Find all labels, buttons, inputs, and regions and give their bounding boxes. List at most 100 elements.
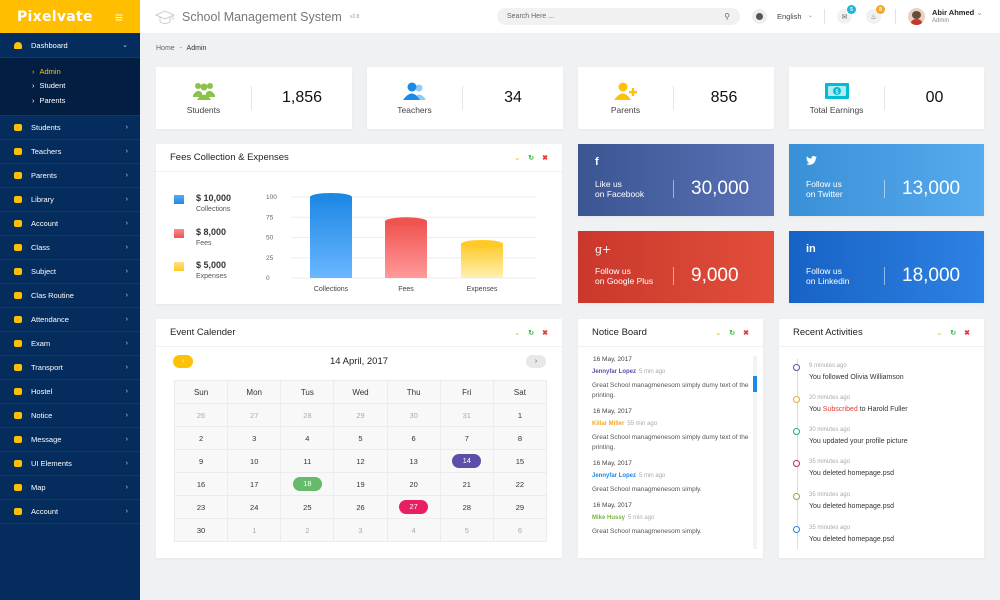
refresh-icon[interactable]: ↻ bbox=[950, 329, 957, 337]
calendar-day[interactable]: 25 bbox=[280, 495, 335, 519]
close-icon[interactable]: ✖ bbox=[964, 329, 970, 337]
calendar-day[interactable]: 3 bbox=[333, 518, 388, 542]
calendar-day[interactable]: 27 bbox=[227, 403, 282, 427]
sidebar-item-hostel[interactable]: Hostel › bbox=[0, 380, 140, 404]
calendar-day[interactable]: 16 bbox=[173, 472, 229, 496]
calendar-day[interactable]: 30 bbox=[386, 403, 441, 427]
calendar-day[interactable]: 31 bbox=[439, 403, 494, 427]
calendar-day[interactable]: 15 bbox=[492, 449, 548, 473]
notice-author[interactable]: Jennyfar Lopez bbox=[592, 473, 637, 479]
calendar-day[interactable]: 28 bbox=[439, 495, 494, 519]
calendar-day[interactable]: 13 bbox=[386, 449, 441, 473]
notice-author[interactable]: Killar Miller bbox=[592, 421, 625, 427]
user-menu[interactable]: Abir Ahmed ⌄ bbox=[932, 8, 983, 17]
sidebar-item-teachers[interactable]: Teachers › bbox=[0, 140, 140, 164]
minimize-icon[interactable]: ⌄ bbox=[715, 329, 722, 337]
hamburger-icon[interactable]: ≡ bbox=[114, 8, 124, 25]
refresh-icon[interactable]: ↻ bbox=[528, 329, 535, 337]
calendar-day[interactable]: 2 bbox=[173, 426, 229, 450]
sidebar-item-transport[interactable]: Transport › bbox=[0, 356, 140, 380]
language-select[interactable]: English bbox=[777, 12, 802, 21]
sidebar-item-account[interactable]: Account › bbox=[0, 212, 140, 236]
calendar-day[interactable]: 4 bbox=[386, 518, 441, 542]
chevron-down-icon[interactable]: ⌄ bbox=[808, 13, 814, 19]
calendar-day[interactable]: 23 bbox=[173, 495, 229, 519]
calendar-day[interactable]: 26 bbox=[173, 403, 229, 427]
calendar-day[interactable]: 20 bbox=[386, 472, 441, 496]
submenu-item-student[interactable]: › Student bbox=[32, 79, 140, 94]
minimize-icon[interactable]: ⌄ bbox=[514, 154, 521, 162]
calendar-day[interactable]: 21 bbox=[439, 472, 494, 496]
calendar-day[interactable]: 11 bbox=[280, 449, 335, 473]
calendar-day[interactable]: 9 bbox=[173, 449, 229, 473]
calendar-day[interactable]: 26 bbox=[333, 495, 388, 519]
close-icon[interactable]: ✖ bbox=[743, 329, 749, 337]
calendar-next-button[interactable]: › bbox=[526, 355, 546, 368]
calendar-day[interactable]: 28 bbox=[280, 403, 335, 427]
notice-author[interactable]: Mike Hussy bbox=[592, 515, 626, 521]
globe-icon[interactable] bbox=[752, 9, 767, 24]
calendar-day[interactable]: 1 bbox=[492, 403, 548, 427]
sidebar-item-account[interactable]: Account › bbox=[0, 500, 140, 524]
calendar-day[interactable]: 8 bbox=[492, 426, 548, 450]
search-icon[interactable]: ⚲ bbox=[724, 12, 730, 21]
calendar-day[interactable]: 5 bbox=[439, 518, 494, 542]
notice-item[interactable]: 16 May, 2017 Jennyfar Lopez 5 min ago Great… bbox=[592, 356, 752, 401]
calendar-day[interactable]: 30 bbox=[173, 518, 229, 542]
sidebar-item-clas-routine[interactable]: Clas Routine › bbox=[0, 284, 140, 308]
social-card-google-plus[interactable]: g+ Follow us on Google Plus 9,000 bbox=[578, 231, 774, 303]
calendar-day[interactable]: 4 bbox=[280, 426, 335, 450]
calendar-day[interactable]: 24 bbox=[227, 495, 282, 519]
calendar-day[interactable]: 3 bbox=[227, 426, 282, 450]
calendar-day[interactable]: 17 bbox=[227, 472, 282, 496]
breadcrumb-home[interactable]: Home bbox=[156, 45, 175, 52]
minimize-icon[interactable]: ⌄ bbox=[936, 329, 943, 337]
sidebar-item-dashboard[interactable]: Dashboard ⌄ bbox=[0, 33, 140, 58]
sidebar-item-exam[interactable]: Exam › bbox=[0, 332, 140, 356]
refresh-icon[interactable]: ↻ bbox=[729, 329, 736, 337]
calendar-day[interactable]: 19 bbox=[333, 472, 388, 496]
notice-item[interactable]: 16 May, 2017 Killar Miller 55 min ago Great… bbox=[592, 408, 752, 453]
calendar-day[interactable]: 6 bbox=[492, 518, 548, 542]
scrollbar-thumb[interactable] bbox=[753, 376, 757, 392]
calendar-day[interactable]: 29 bbox=[492, 495, 548, 519]
notice-item[interactable]: 16 May, 2017 Jennyfar Lopez 5 min ago Great… bbox=[592, 460, 752, 495]
calendar-day[interactable]: 10 bbox=[227, 449, 282, 473]
refresh-icon[interactable]: ↻ bbox=[528, 154, 535, 162]
avatar[interactable] bbox=[908, 8, 925, 25]
sidebar-item-message[interactable]: Message › bbox=[0, 428, 140, 452]
close-icon[interactable]: ✖ bbox=[542, 154, 548, 162]
search-box[interactable]: Search Here ... ⚲ bbox=[497, 8, 740, 25]
sidebar-item-attendance[interactable]: Attendance › bbox=[0, 308, 140, 332]
sidebar-item-students[interactable]: Students › bbox=[0, 116, 140, 140]
calendar-day[interactable]: 5 bbox=[333, 426, 388, 450]
sidebar-item-ui-elements[interactable]: UI Elements › bbox=[0, 452, 140, 476]
sidebar-item-class[interactable]: Class › bbox=[0, 236, 140, 260]
close-icon[interactable]: ✖ bbox=[542, 329, 548, 337]
sidebar-item-library[interactable]: Library › bbox=[0, 188, 140, 212]
social-card-facebook[interactable]: f Like us on Facebook 30,000 bbox=[578, 144, 774, 216]
activity-highlight[interactable]: Subscribed bbox=[822, 406, 858, 413]
search-input[interactable]: Search Here ... bbox=[507, 13, 555, 20]
calendar-day[interactable]: 2 bbox=[280, 518, 335, 542]
scrollbar-track[interactable] bbox=[753, 356, 757, 549]
social-card-linkedin[interactable]: in Follow us on Linkedin 18,000 bbox=[789, 231, 984, 303]
calendar-day[interactable]: 12 bbox=[333, 449, 388, 473]
event-marker[interactable]: 14 bbox=[452, 454, 482, 468]
event-marker[interactable]: 27 bbox=[399, 500, 429, 514]
submenu-item-admin[interactable]: › Admin bbox=[32, 64, 140, 79]
sidebar-item-subject[interactable]: Subject › bbox=[0, 260, 140, 284]
calendar-day[interactable]: 14 bbox=[439, 449, 494, 473]
minimize-icon[interactable]: ⌄ bbox=[514, 329, 521, 337]
event-marker[interactable]: 18 bbox=[292, 477, 322, 491]
calendar-day[interactable]: 22 bbox=[492, 472, 548, 496]
calendar-day[interactable]: 7 bbox=[439, 426, 494, 450]
calendar-day[interactable]: 18 bbox=[280, 472, 335, 496]
calendar-day[interactable]: 29 bbox=[333, 403, 388, 427]
sidebar-item-parents[interactable]: Parents › bbox=[0, 164, 140, 188]
notice-author[interactable]: Jennyfar Lopez bbox=[592, 369, 637, 375]
notifications-button[interactable]: ♨ 8 bbox=[866, 5, 885, 24]
submenu-item-parents[interactable]: › Parents bbox=[32, 93, 140, 108]
notice-item[interactable]: 16 May, 2017 Mike Hussy 5 min ago Great Sch… bbox=[592, 502, 752, 537]
sidebar-item-notice[interactable]: Notice › bbox=[0, 404, 140, 428]
